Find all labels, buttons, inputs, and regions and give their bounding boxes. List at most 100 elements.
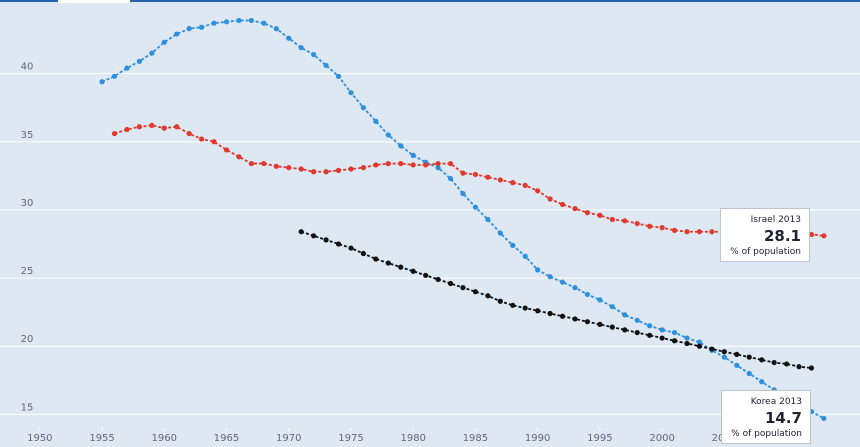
point	[485, 293, 491, 299]
point	[360, 165, 367, 171]
tooltip-title: Korea 2013	[750, 397, 802, 407]
tooltip-unit: % of population	[731, 429, 802, 439]
tab	[58, 0, 130, 3]
point	[136, 124, 142, 130]
y-tick-label: 15	[21, 402, 34, 413]
point	[435, 165, 441, 171]
point	[460, 190, 466, 197]
point	[497, 177, 503, 183]
point	[373, 256, 379, 262]
point	[161, 125, 167, 131]
point	[684, 229, 690, 235]
point	[124, 126, 130, 133]
point	[385, 132, 391, 138]
point	[323, 169, 329, 175]
point	[472, 289, 479, 295]
x-tick-label: 1995	[587, 433, 612, 444]
point	[298, 45, 304, 51]
point	[423, 272, 429, 278]
point	[821, 415, 827, 422]
point	[634, 317, 640, 323]
tooltip-value: 28.1	[763, 227, 801, 245]
point	[373, 162, 379, 168]
x-tick-label: 1990	[525, 433, 550, 444]
point	[696, 339, 703, 345]
top-bar	[0, 0, 860, 2]
point	[622, 312, 628, 318]
point	[410, 152, 416, 158]
point	[783, 361, 790, 367]
point	[796, 364, 802, 370]
point	[335, 167, 342, 173]
point	[647, 223, 653, 229]
point	[273, 26, 279, 32]
point	[311, 51, 317, 58]
point	[111, 130, 118, 137]
point	[696, 229, 703, 235]
x-tick-label: 1965	[214, 433, 239, 444]
point	[671, 329, 678, 336]
point	[647, 332, 653, 338]
y-tick-label: 30	[21, 198, 34, 209]
x-tick-label: 1950	[27, 433, 52, 444]
point	[497, 230, 503, 236]
point	[236, 154, 242, 160]
point	[136, 58, 142, 64]
x-tick-label: 1960	[152, 433, 177, 444]
tooltip: Korea 2013 14.7 % of population	[721, 390, 811, 444]
point	[559, 201, 566, 208]
point	[584, 210, 591, 216]
point	[447, 175, 454, 182]
point	[99, 79, 105, 85]
point	[360, 250, 367, 257]
series-line	[101, 19, 825, 420]
x-tick-label: 1975	[338, 433, 363, 444]
point	[311, 233, 317, 239]
point	[759, 379, 765, 385]
series-line	[114, 124, 825, 237]
point	[647, 323, 653, 329]
point	[373, 118, 379, 124]
point	[348, 245, 354, 251]
point	[721, 349, 727, 355]
point	[149, 122, 155, 129]
point	[559, 279, 566, 285]
point	[808, 365, 815, 371]
point	[659, 335, 665, 341]
point	[572, 205, 578, 212]
point	[671, 338, 678, 344]
point	[734, 362, 740, 368]
point	[460, 170, 466, 176]
point	[286, 35, 292, 41]
point	[634, 329, 640, 336]
point	[298, 166, 304, 172]
point	[746, 370, 752, 377]
point	[149, 50, 155, 56]
point	[671, 227, 678, 233]
point	[547, 196, 553, 202]
point	[248, 17, 255, 24]
point	[572, 285, 578, 291]
point	[199, 24, 205, 30]
point	[535, 308, 541, 314]
point	[584, 319, 591, 325]
point	[485, 216, 491, 223]
point	[174, 124, 180, 130]
point	[286, 165, 292, 171]
point	[622, 327, 628, 333]
point	[435, 160, 441, 167]
point	[199, 136, 205, 142]
x-tick-label: 1955	[89, 433, 114, 444]
point	[261, 160, 267, 167]
point	[472, 171, 479, 178]
x-tick-label: 1970	[276, 433, 301, 444]
x-tick-label: 1985	[463, 433, 488, 444]
point	[223, 147, 230, 153]
point	[398, 264, 404, 270]
point	[410, 162, 416, 168]
point	[236, 17, 242, 24]
point	[385, 160, 391, 167]
point	[485, 174, 491, 180]
point	[435, 276, 441, 283]
